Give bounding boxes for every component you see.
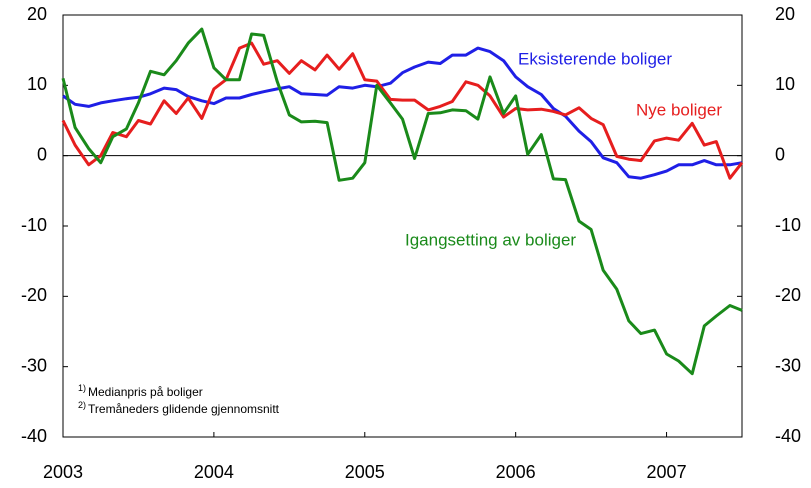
x-tick-label: 2005 (345, 462, 385, 482)
footnote: 2) Tremåneders glidende gjennomsnitt (78, 400, 280, 416)
y-tick-label: -20 (21, 285, 47, 305)
series-label: Eksisterende boliger (518, 49, 672, 68)
footnote-marker: 2) (78, 400, 86, 410)
footnote-marker: 1) (78, 383, 86, 393)
footnote: 1) Medianpris på boliger (78, 383, 203, 399)
y-tick-label: -30 (21, 355, 47, 375)
footnote-text: Tremåneders glidende gjennomsnitt (88, 402, 280, 416)
y2-tick-label: -10 (775, 215, 801, 235)
x-tick-label: 2007 (647, 462, 687, 482)
y2-tick-label: 10 (775, 74, 795, 94)
x-tick-label: 2006 (496, 462, 536, 482)
y2-tick-label: 0 (775, 144, 785, 164)
y-tick-label: -40 (21, 426, 47, 446)
x-tick-label: 2004 (194, 462, 234, 482)
y2-tick-label: -40 (775, 426, 801, 446)
y2-tick-label: 20 (775, 4, 795, 24)
series-label: Igangsetting av boliger (405, 230, 576, 249)
plot-frame (62, 14, 743, 438)
y-tick-label: 0 (37, 144, 47, 164)
footnote-text: Medianpris på boliger (88, 385, 203, 399)
y2-tick-label: -20 (775, 285, 801, 305)
series-line (61, 41, 744, 180)
y2-tick-label: -30 (775, 355, 801, 375)
series-line (61, 27, 743, 376)
x-tick-label: 2003 (43, 462, 83, 482)
y-tick-label: 10 (27, 74, 47, 94)
y-tick-label: -10 (21, 215, 47, 235)
series-label: Nye boliger (636, 100, 722, 119)
series-line (62, 46, 743, 180)
y-tick-label: 20 (27, 4, 47, 24)
